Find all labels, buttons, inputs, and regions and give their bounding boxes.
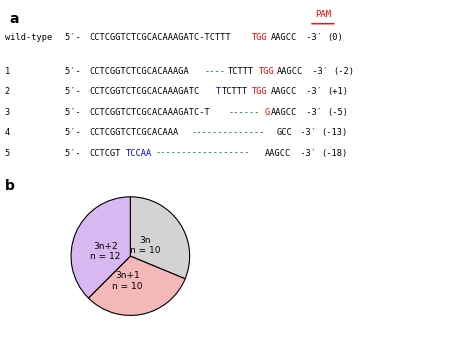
Text: -3′: -3′ [295,128,316,137]
Text: 3: 3 [5,108,10,117]
Text: 2: 2 [5,87,10,96]
Text: CCTCGGTCTCGCACAAAGA: CCTCGGTCTCGCACAAAGA [89,67,189,76]
Wedge shape [71,197,130,298]
Text: -3′: -3′ [301,33,322,42]
Text: AAGCC: AAGCC [264,149,291,157]
Text: 3n+1
n = 10: 3n+1 n = 10 [112,271,143,291]
Text: (-13): (-13) [321,128,347,137]
Text: -3′: -3′ [295,149,316,157]
Text: ----: ---- [204,67,225,76]
Text: 5′-: 5′- [65,149,86,157]
Text: ------: ------ [228,108,260,117]
Text: --------------: -------------- [192,128,265,137]
Text: T: T [216,87,221,96]
Text: -3′: -3′ [301,87,322,96]
Text: 5′-: 5′- [65,33,86,42]
Text: TGG: TGG [252,33,268,42]
Wedge shape [130,197,190,279]
Text: b: b [5,179,15,193]
Wedge shape [89,256,185,315]
Text: AAGCC: AAGCC [276,67,303,76]
Text: TCTTT: TCTTT [222,87,248,96]
Text: CCTCGGTCTCGCACAAA: CCTCGGTCTCGCACAAA [89,128,179,137]
Text: GCC: GCC [276,128,292,137]
Text: -3′: -3′ [301,108,322,117]
Text: CCTCGT: CCTCGT [89,149,121,157]
Text: 3n+2
n = 12: 3n+2 n = 12 [90,242,120,261]
Text: CCTCGGTCTCGCACAAAGATC-T: CCTCGGTCTCGCACAAAGATC-T [89,108,210,117]
Text: TGG: TGG [252,87,268,96]
Text: G: G [264,108,270,117]
Text: 4: 4 [5,128,10,137]
Text: (-5): (-5) [327,108,348,117]
Text: 3n
n = 10: 3n n = 10 [130,236,160,255]
Text: 5′-: 5′- [65,128,86,137]
Text: a: a [9,12,19,26]
Text: 5′-: 5′- [65,108,86,117]
Text: TGG: TGG [258,67,274,76]
Text: wild-type: wild-type [5,33,52,42]
Text: -3′: -3′ [307,67,328,76]
Text: AAGCC: AAGCC [271,108,297,117]
Text: 5: 5 [5,149,10,157]
Text: ------------------: ------------------ [155,149,250,157]
Text: TCTTT: TCTTT [228,67,255,76]
Text: PAM: PAM [315,10,331,19]
Text: 5′-: 5′- [65,87,86,96]
Text: (+1): (+1) [327,87,348,96]
Text: (0): (0) [327,33,343,42]
Text: AAGCC: AAGCC [271,33,297,42]
Text: 5′-: 5′- [65,67,86,76]
Text: (-18): (-18) [321,149,347,157]
Text: 1: 1 [5,67,10,76]
Text: (-2): (-2) [333,67,354,76]
Text: TCCAA: TCCAA [126,149,152,157]
Text: AAGCC: AAGCC [271,87,297,96]
Text: CCTCGGTCTCGCACAAAGATC: CCTCGGTCTCGCACAAAGATC [89,87,200,96]
Text: CCTCGGTCTCGCACAAAGATC-TCTTT: CCTCGGTCTCGCACAAAGATC-TCTTT [89,33,231,42]
